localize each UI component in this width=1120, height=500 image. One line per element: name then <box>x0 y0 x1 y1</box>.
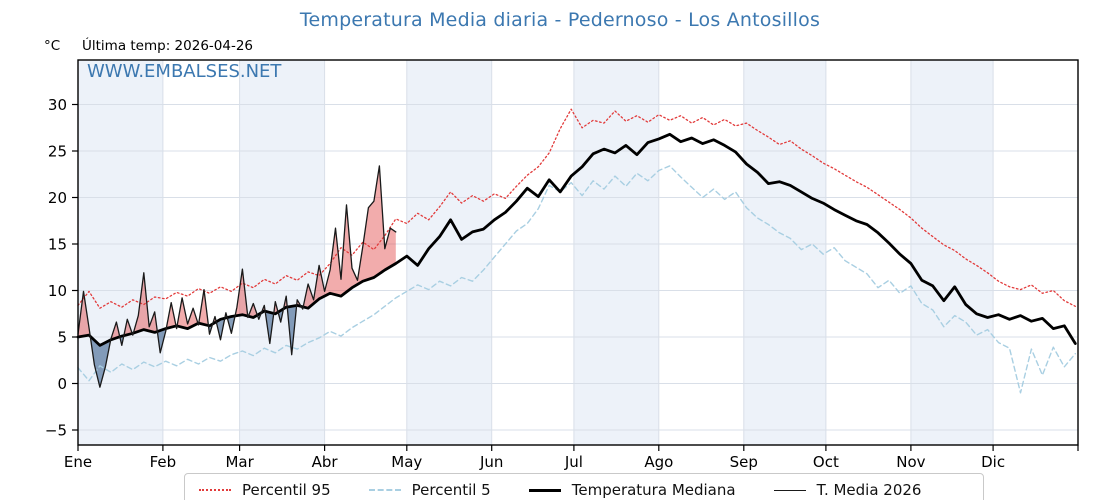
gridlines <box>78 60 1078 445</box>
svg-text:Mar: Mar <box>225 453 254 471</box>
plot-frame <box>77 59 1079 446</box>
svg-text:Abr: Abr <box>312 453 339 471</box>
legend-label-t-media-2026: T. Media 2026 <box>816 481 922 499</box>
last-temp-label: Última temp: 2026-04-26 <box>82 38 254 54</box>
svg-text:10: 10 <box>48 282 67 300</box>
t-media-2026-line-swatch <box>773 489 806 491</box>
percentil-5-line-swatch <box>368 489 401 491</box>
legend-label-percentil-5: Percentil 5 <box>411 481 491 499</box>
svg-text:Sep: Sep <box>730 453 758 471</box>
month-bands <box>78 60 994 445</box>
svg-text:Feb: Feb <box>150 453 177 471</box>
chart-title: Temperatura Media diaria - Pedernoso - L… <box>299 9 821 31</box>
svg-text:Dic: Dic <box>981 453 1005 471</box>
percentil-95-line-swatch <box>199 489 231 491</box>
watermark-text: WWW.EMBALSES.NET <box>87 61 282 82</box>
svg-text:Oct: Oct <box>813 453 839 471</box>
legend-label-percentil-95: Percentil 95 <box>242 481 331 499</box>
svg-text:May: May <box>391 453 422 471</box>
svg-text:Ene: Ene <box>64 453 92 471</box>
series-t-media-2026 <box>77 165 397 388</box>
svg-text:0: 0 <box>57 375 67 393</box>
legend-item-mediana: Temperatura Mediana <box>528 481 736 499</box>
svg-text:25: 25 <box>48 143 67 161</box>
y-axis-unit-label: °C <box>44 38 61 54</box>
legend-item-percentil-5: Percentil 5 <box>368 481 491 499</box>
legend-item-percentil-95: Percentil 95 <box>199 481 331 499</box>
chart-legend: Percentil 95 Percentil 5 Temperatura Med… <box>184 473 984 500</box>
mediana-line-swatch <box>528 488 561 492</box>
svg-text:5: 5 <box>57 329 67 347</box>
svg-text:15: 15 <box>48 236 67 254</box>
x-axis-tick-labels: Ene Feb Mar Abr May Jun Jul Ago Sep Oct Nov Dic <box>64 453 1005 471</box>
axis-ticks <box>72 103 1079 451</box>
y-axis-tick-labels: −5 0 5 10 15 20 25 30 <box>45 96 67 440</box>
legend-item-t-media-2026: T. Media 2026 <box>773 481 922 499</box>
svg-text:Ago: Ago <box>644 453 673 471</box>
svg-text:Jul: Jul <box>564 453 583 471</box>
svg-text:−5: −5 <box>45 422 67 440</box>
series-lines <box>76 108 1077 394</box>
series-temperatura-mediana <box>76 132 1077 347</box>
svg-text:Nov: Nov <box>896 453 925 471</box>
svg-text:20: 20 <box>48 189 67 207</box>
legend-label-mediana: Temperatura Mediana <box>571 481 736 499</box>
svg-text:Jun: Jun <box>479 453 503 471</box>
series-percentil-5 <box>77 165 1077 394</box>
svg-text:30: 30 <box>48 96 67 114</box>
